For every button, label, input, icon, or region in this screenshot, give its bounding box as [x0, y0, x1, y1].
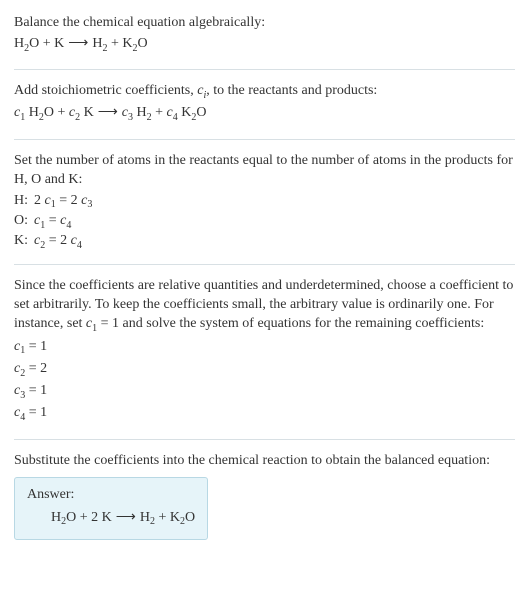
t: 1: [92, 323, 97, 334]
section-balance-intro: Balance the chemical equation algebraica…: [14, 14, 515, 70]
balance-row: K:c2 = 2 c4: [14, 232, 98, 252]
balanced-equation: H2O + 2 K⟶H2 + K2O: [27, 509, 195, 529]
plus: +: [107, 36, 122, 51]
species-k2o: K2O: [122, 36, 147, 51]
t: K: [102, 510, 112, 525]
t: 1: [20, 112, 25, 123]
t: 2: [39, 112, 44, 123]
t: 2: [180, 516, 185, 527]
t: 3: [128, 112, 133, 123]
t: and solve the system of equations for th…: [119, 316, 484, 331]
t: 2: [191, 112, 196, 123]
balance-eq: c1 = c4: [34, 212, 98, 232]
section-solve: Since the coefficients are relative quan…: [14, 277, 515, 439]
section-add-coefficients: Add stoichiometric coefficients, ci, to …: [14, 82, 515, 140]
section-atom-balance: Set the number of atoms in the reactants…: [14, 152, 515, 266]
solution-line: c1 = 1: [14, 338, 515, 358]
answer-label: Answer:: [27, 486, 195, 505]
t: H: [14, 36, 24, 51]
t: H: [92, 36, 102, 51]
answer-box: Answer: H2O + 2 K⟶H2 + K2O: [14, 477, 208, 540]
plus: +: [39, 36, 54, 51]
t: 2: [150, 516, 155, 527]
t: H: [140, 510, 150, 525]
t: H: [29, 105, 39, 120]
solution-line: c4 = 1: [14, 404, 515, 424]
arrow-icon: ⟶: [94, 105, 122, 120]
t: 2: [102, 43, 107, 54]
t: 4: [173, 112, 178, 123]
balance-table: H:2 c1 = 2 c3O:c1 = c4K:c2 = 2 c4: [14, 192, 98, 253]
balance-row: O:c1 = c4: [14, 212, 98, 232]
arrow-icon: ⟶: [64, 36, 92, 51]
t: K: [170, 510, 180, 525]
t: = 1: [97, 316, 119, 331]
element-label: O:: [14, 212, 34, 232]
element-label: H:: [14, 192, 34, 212]
solution-line: c3 = 1: [14, 382, 515, 402]
t: + 2: [76, 510, 101, 525]
balance-row: H:2 c1 = 2 c3: [14, 192, 98, 212]
element-label: K:: [14, 232, 34, 252]
t: 2: [75, 112, 80, 123]
unbalanced-equation: H2O + K⟶H2 + K2O: [14, 35, 515, 55]
species-h2: H2: [92, 36, 107, 51]
t: +: [54, 105, 69, 120]
solution-line: c2 = 2: [14, 360, 515, 380]
t: Add stoichiometric coefficients,: [14, 83, 197, 98]
balance-eq: c2 = 2 c4: [34, 232, 98, 252]
t: , to the reactants and products:: [206, 83, 377, 98]
t: +: [155, 510, 170, 525]
arrow-icon: ⟶: [112, 510, 140, 525]
t: H: [51, 510, 61, 525]
t: O: [196, 105, 206, 120]
t: 2: [24, 43, 29, 54]
intro-text: Set the number of atoms in the reactants…: [14, 152, 515, 190]
t: 2: [147, 112, 152, 123]
t: O: [29, 36, 39, 51]
intro-text: Substitute the coefficients into the che…: [14, 452, 515, 471]
species-k: K: [54, 36, 64, 51]
t: O: [138, 36, 148, 51]
t: H: [137, 105, 147, 120]
t: K: [84, 105, 94, 120]
t: c: [167, 105, 173, 120]
solutions: c1 = 1c2 = 2c3 = 1c4 = 1: [14, 338, 515, 425]
t: O: [44, 105, 54, 120]
coefficient-equation: c1 H2O + c2 K⟶c3 H2 + c4 K2O: [14, 104, 515, 124]
t: O: [66, 510, 76, 525]
balance-eq: 2 c1 = 2 c3: [34, 192, 98, 212]
species-h2o: H2O: [14, 36, 39, 51]
t: 2: [133, 43, 138, 54]
t: +: [152, 105, 167, 120]
t: K: [181, 105, 191, 120]
intro-text: Balance the chemical equation algebraica…: [14, 14, 515, 33]
t: O: [185, 510, 195, 525]
t: K: [122, 36, 132, 51]
section-answer: Substitute the coefficients into the che…: [14, 452, 515, 540]
intro-text: Add stoichiometric coefficients, ci, to …: [14, 82, 515, 102]
t: 2: [61, 516, 66, 527]
intro-text: Since the coefficients are relative quan…: [14, 277, 515, 335]
